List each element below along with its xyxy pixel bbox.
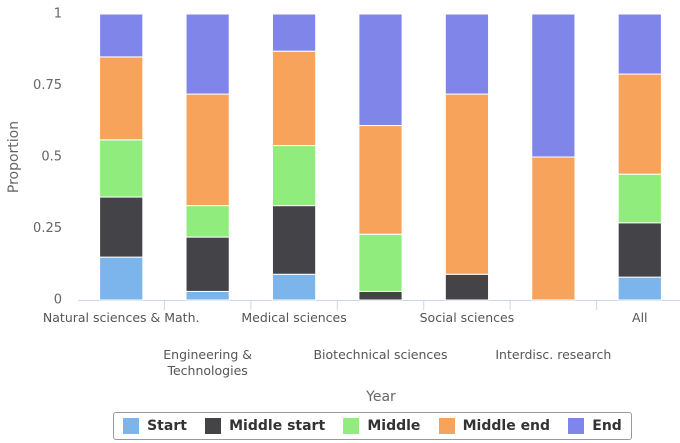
legend-label: Middle end xyxy=(462,418,551,434)
legend-label: Middle xyxy=(367,418,421,434)
bar-segment xyxy=(617,13,662,75)
x-tick-label: Engineering & Technologies xyxy=(163,347,252,378)
bar-segment xyxy=(99,13,144,58)
legend: Start Middle start Middle Middle end End xyxy=(113,412,632,440)
bar-segment xyxy=(617,173,662,224)
bar-segment xyxy=(185,236,230,292)
y-tick-label: 0.25 xyxy=(33,221,62,236)
bar-segment xyxy=(444,13,490,95)
y-tick-label: 0.5 xyxy=(41,150,62,165)
y-tick-label: 0 xyxy=(54,293,62,308)
x-axis-title: Year xyxy=(365,389,396,405)
bar-segment xyxy=(99,256,144,301)
y-tick-label: 1 xyxy=(54,7,62,22)
legend-swatch xyxy=(205,418,222,434)
legend-item[interactable]: Start xyxy=(123,418,187,434)
bar-segment xyxy=(617,276,662,301)
x-tick-label: All xyxy=(632,310,648,325)
bar-segment xyxy=(271,205,317,275)
x-tick-label: Medical sciences xyxy=(241,310,347,325)
bar-segment xyxy=(358,233,403,292)
bar-segment xyxy=(271,50,317,147)
legend-item[interactable]: Middle xyxy=(343,418,420,434)
legend-label: End xyxy=(592,418,622,434)
bar-segment xyxy=(444,273,490,301)
bar-segment xyxy=(358,13,403,127)
y-axis-title: Proportion xyxy=(6,121,22,193)
legend-swatch xyxy=(438,418,455,434)
bar-segment xyxy=(271,13,317,52)
bar-segment xyxy=(271,145,317,207)
legend-item[interactable]: End xyxy=(568,418,622,434)
legend-label: Middle start xyxy=(229,418,326,434)
bar-segment xyxy=(99,139,144,198)
legend-item[interactable]: Middle end xyxy=(438,418,551,434)
legend-item[interactable]: Middle start xyxy=(205,418,325,434)
x-tick-label: Interdisc. research xyxy=(495,347,612,362)
bar-segment xyxy=(99,56,144,141)
bar-segment xyxy=(185,205,230,238)
legend-swatch xyxy=(568,418,585,434)
bar-segment xyxy=(617,222,662,278)
x-tick-label: Natural sciences & Math. xyxy=(42,310,200,325)
legend-label: Start xyxy=(147,418,187,434)
bar-segment xyxy=(99,196,144,258)
bar-segment xyxy=(531,13,576,158)
legend-swatch xyxy=(343,418,360,434)
bar-segment xyxy=(185,13,230,95)
x-tick-label: Social sciences xyxy=(419,310,515,325)
bar-segment xyxy=(444,93,490,275)
bar-segment xyxy=(358,290,403,301)
bar-segment xyxy=(617,73,662,175)
legend-swatch xyxy=(123,418,140,434)
bar-segment xyxy=(271,273,317,301)
y-tick-label: 0.75 xyxy=(33,78,62,93)
bar-segment xyxy=(185,93,230,207)
x-tick-label: Biotechnical sciences xyxy=(313,347,448,362)
bar-segment xyxy=(185,290,230,301)
bar-segment xyxy=(531,156,576,301)
bar-segment xyxy=(358,125,403,235)
